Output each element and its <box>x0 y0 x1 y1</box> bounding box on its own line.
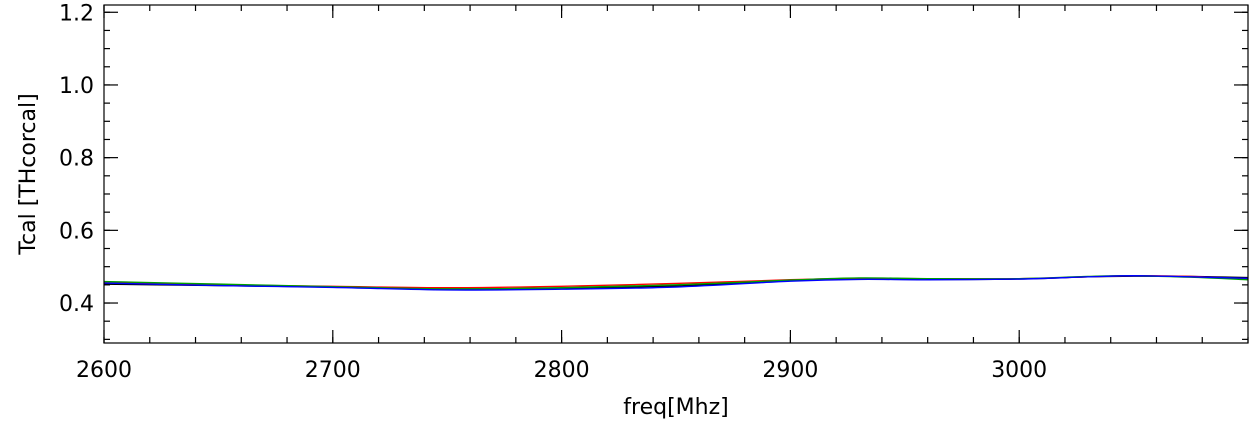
x-tick-label: 2700 <box>305 358 361 383</box>
axis-ticks <box>103 5 1249 343</box>
x-tick-label: 2600 <box>76 358 132 383</box>
x-tick-label: 2800 <box>534 358 590 383</box>
series-layer <box>103 275 1249 291</box>
x-tick-labels: 2600 2700 2800 2900 3000 <box>76 358 1047 383</box>
y-tick-label: 1.0 <box>59 74 94 99</box>
x-axis-title: freq[Mhz] <box>623 395 728 420</box>
y-axis-title: Tcal [THcorcal] <box>16 93 41 255</box>
y-tick-label: 0.4 <box>59 292 94 317</box>
plot-frame <box>103 4 1249 344</box>
y-tick-label: 1.2 <box>59 1 94 26</box>
series-line-3 <box>103 275 1249 291</box>
x-tick-label: 3000 <box>991 358 1047 383</box>
y-tick-label: 0.8 <box>59 147 94 172</box>
x-tick-label: 2900 <box>762 358 818 383</box>
y-tick-labels: 0.4 0.6 0.8 1.0 1.2 <box>59 1 94 317</box>
y-tick-label: 0.6 <box>59 219 94 244</box>
